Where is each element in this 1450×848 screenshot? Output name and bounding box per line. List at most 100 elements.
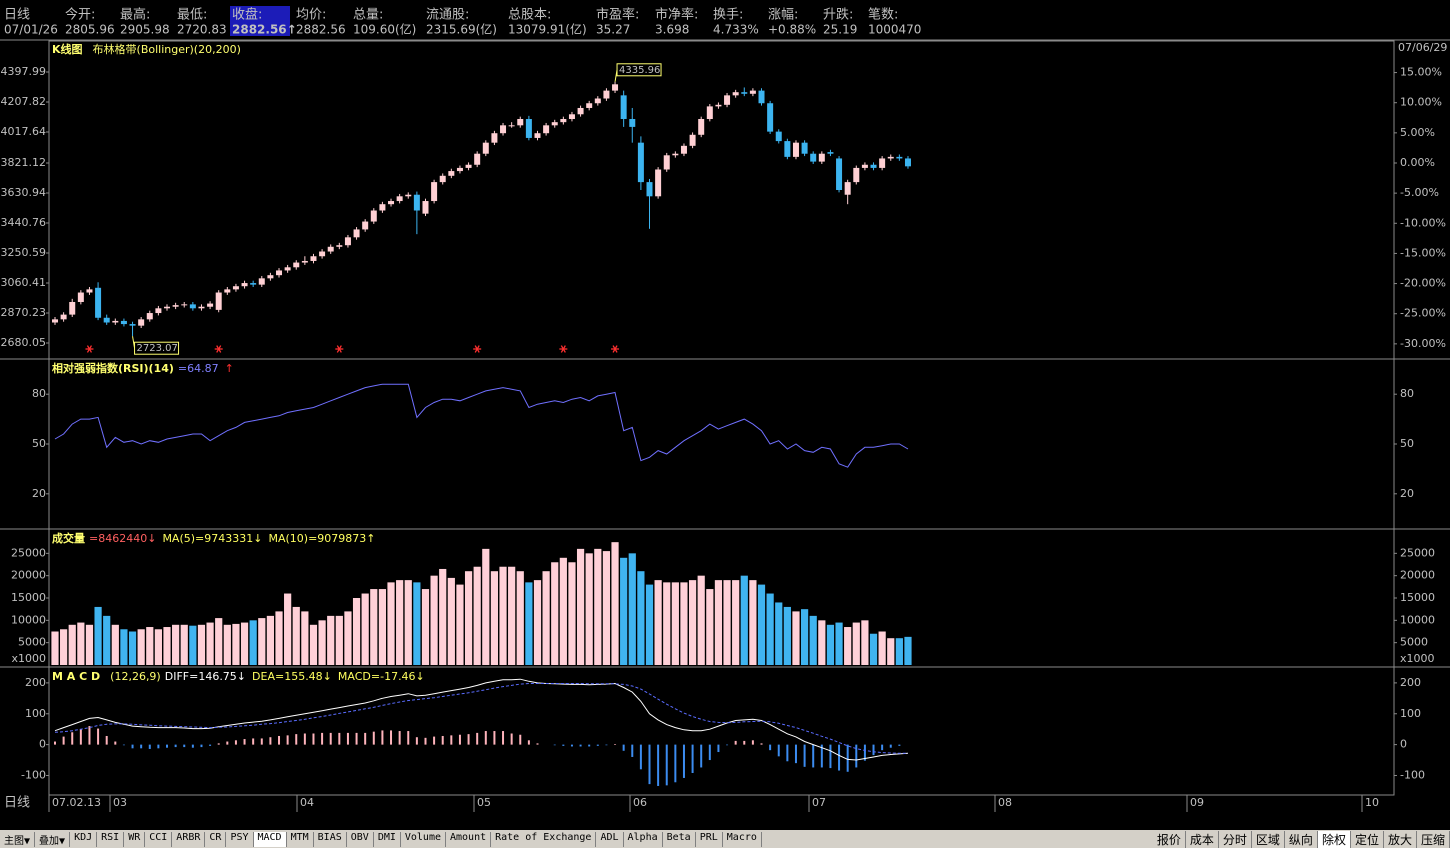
volume-bar [904, 636, 912, 665]
volume-bar [240, 622, 249, 665]
toolbar-button[interactable]: 报价 [1153, 830, 1186, 848]
y2-tick-label: 200 [1400, 676, 1421, 689]
candle-body [629, 119, 636, 127]
candle-body [853, 167, 860, 183]
panel-subtitle: (12,26,9) [110, 670, 161, 683]
candle-body [560, 119, 567, 123]
volume-bar [835, 622, 843, 665]
x-tick-label: 08 [998, 796, 1012, 809]
toolbar-button[interactable]: RSI [97, 831, 125, 847]
toolbar-button[interactable]: 主图▼ [0, 831, 36, 847]
candle-body [439, 175, 446, 183]
toolbar-button[interactable]: 压缩 [1417, 830, 1450, 848]
toolbar-button[interactable]: WR [124, 831, 146, 847]
volume-bar [895, 638, 903, 665]
header-label: 涨幅: [768, 8, 798, 23]
x-tick-label: 09 [1190, 796, 1204, 809]
candle-body [293, 262, 300, 268]
volume-bar [800, 609, 809, 665]
y2-tick-label: -15.00% [1400, 246, 1446, 259]
toolbar-button[interactable]: MTM [287, 831, 314, 847]
toolbar-button[interactable]: MACD [253, 831, 287, 847]
toolbar-button[interactable]: BIAS [314, 831, 347, 847]
y-tick-label: 2680.05 [1, 336, 47, 349]
toolbar-button[interactable]: 区域 [1252, 830, 1285, 848]
candle-body [732, 92, 739, 96]
toolbar-button[interactable]: DMI [374, 831, 401, 847]
toolbar-button[interactable]: Rate of Exchange [491, 831, 597, 847]
candle-body [448, 171, 455, 176]
header-label: 市净率: [655, 7, 698, 23]
header-label: 均价: [296, 8, 326, 23]
legend-entry: =8462440↓ [89, 532, 156, 545]
header-value: 2315.69(亿) [426, 22, 497, 37]
candle-body [155, 308, 162, 314]
volume-bar [844, 627, 852, 665]
toolbar-button[interactable]: 叠加▼ [35, 831, 71, 847]
volume-bar [378, 589, 387, 665]
toolbar-button[interactable]: 分时 [1219, 830, 1252, 848]
toolbar-button[interactable]: Alpha [624, 831, 663, 847]
volume-bar [706, 589, 714, 665]
toolbar-button[interactable]: Macro [723, 831, 762, 847]
y2-tick-label: -25.00% [1400, 307, 1446, 320]
volume-bar [508, 566, 516, 665]
volume-bar [594, 548, 602, 665]
legend-entry: MA(10)=9079873↑ [268, 532, 375, 545]
toolbar-button[interactable]: 放大 [1384, 830, 1417, 848]
y-tick-label: 4207.82 [1, 95, 47, 108]
volume-bar [714, 580, 723, 665]
panel-heading: M A C D (12,26,9) DIFF=146.75↓ DEA=155.48↓ M… [52, 670, 425, 683]
toolbar-button[interactable]: CR [205, 831, 227, 847]
volume-bar [344, 611, 352, 665]
volume-bar [869, 633, 878, 665]
volume-bar [172, 624, 180, 665]
volume-bar [94, 606, 102, 665]
candle-body [741, 92, 748, 94]
toolbar-button[interactable]: PRL [696, 831, 723, 847]
signal-star [612, 345, 618, 353]
toolbar-button[interactable]: 成本 [1186, 830, 1219, 848]
toolbar-button[interactable]: OBV [347, 831, 374, 847]
y2-tick-label: -20.00% [1400, 277, 1446, 290]
y2-tick-label: -100 [1400, 768, 1425, 781]
toolbar-button[interactable]: ADL [596, 831, 624, 847]
volume-bar [163, 627, 171, 665]
toolbar-button[interactable]: Amount [446, 831, 492, 847]
volume-bar [775, 602, 783, 665]
volume-bar [292, 606, 300, 665]
candle-body [189, 304, 196, 309]
volume-bar [456, 584, 464, 665]
y2-tick-label: 15.00% [1400, 66, 1442, 79]
toolbar: 主图▼ 叠加▼ KDJ RSI WR CCI ARBR CR PSY MACD MTM BIAS OBV… [0, 830, 1450, 848]
volume-bar [568, 562, 576, 665]
toolbar-button[interactable]: KDJ [70, 831, 98, 847]
extreme-box [134, 341, 180, 355]
toolbar-button[interactable]: 除权 [1317, 830, 1351, 848]
legend-entry: =64.87 [178, 362, 219, 375]
legend-entry: DEA=155.48↓ [252, 670, 332, 683]
header-value: 2905.98 [120, 23, 170, 37]
candle-body [482, 142, 489, 154]
x-tick-label: 05 [477, 796, 491, 809]
signal-star [560, 345, 566, 353]
toolbar-button[interactable]: 纵向 [1285, 830, 1318, 848]
candle-body [344, 237, 351, 246]
y2-tick-label: 10000 [1400, 613, 1435, 626]
volume-bar [473, 566, 481, 665]
legend-entry: ↑ [225, 362, 234, 375]
diff-line [54, 678, 909, 761]
candle-body [637, 142, 644, 183]
toolbar-button[interactable]: CCI [145, 831, 173, 847]
candle-body [172, 305, 179, 307]
toolbar-button[interactable]: Volume [401, 831, 446, 847]
candle-body [836, 158, 843, 190]
toolbar-button[interactable]: ARBR [172, 831, 206, 847]
toolbar-button[interactable]: PSY [226, 831, 254, 847]
candle-body [319, 251, 326, 257]
volume-bar [430, 575, 438, 665]
candle-body [827, 152, 834, 154]
toolbar-button[interactable]: Beta [663, 831, 696, 847]
toolbar-button[interactable]: 定位 [1351, 830, 1384, 848]
header-label: 收盘: [232, 7, 262, 23]
